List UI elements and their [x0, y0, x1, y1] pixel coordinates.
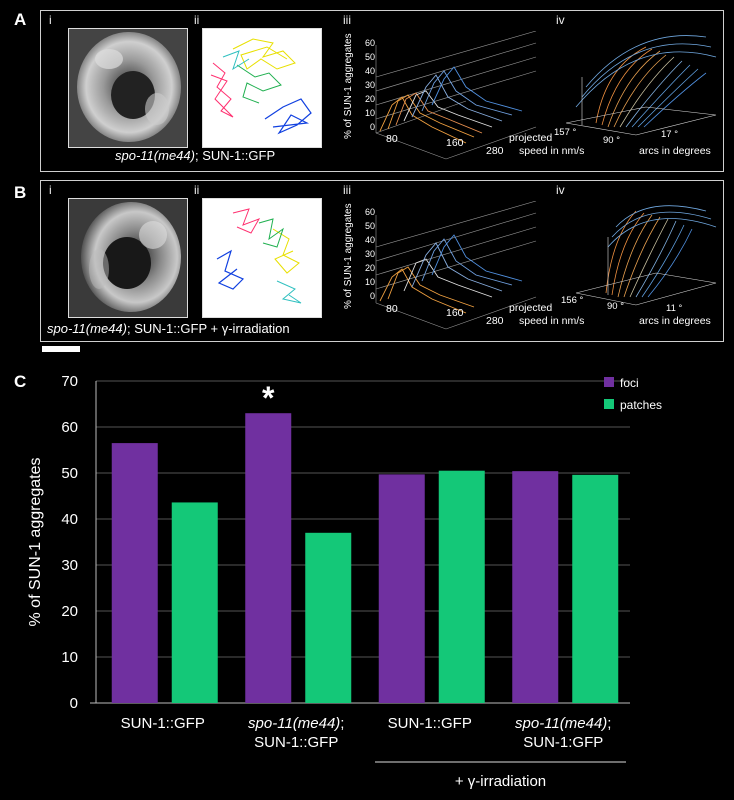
speed-xtick-b-160: 160 — [446, 307, 464, 319]
speed-ytick-b-30: 30 — [364, 249, 375, 259]
panel-letter-b: B — [14, 183, 27, 202]
scale-bar — [42, 346, 80, 352]
speed-ytick-b-20: 20 — [364, 263, 375, 273]
speed-ylabel-a: % of SUN-1 aggregates — [343, 33, 354, 139]
x-tick-label: spo-11(me44); — [515, 715, 611, 732]
y-tick-label: 40 — [61, 511, 78, 528]
speed-xlabel-b-1: projected — [509, 302, 553, 314]
speed-xlabel-b-2: speed in nm/s — [519, 315, 585, 327]
caption-a: spo-11(me44); SUN-1::GFP — [115, 148, 275, 163]
speed-xtick-a-280: 280 — [486, 145, 504, 157]
legend-swatch-foci — [604, 377, 614, 387]
caption-a-italic: spo-11(me44) — [115, 148, 195, 163]
y-tick-label: 70 — [61, 373, 78, 390]
micrograph-a — [68, 28, 188, 148]
speed-ytick-a-0: 0 — [369, 122, 375, 132]
bar-foci — [512, 471, 559, 703]
caption-b-italic: spo-11(me44) — [47, 321, 127, 336]
bar-foci — [378, 474, 425, 703]
arc-tick-b-11: 11 ° — [666, 303, 683, 314]
bar-patches — [438, 470, 485, 703]
bar-patches — [572, 474, 619, 703]
bar-foci — [111, 443, 158, 703]
panel-a-sub-ii: ii — [194, 13, 200, 27]
panel-b-sub-iii: iii — [343, 183, 351, 197]
y-axis-label: % of SUN-1 aggregates — [27, 458, 44, 627]
speed-xtick-a-160: 160 — [446, 137, 464, 149]
x-tick-label: spo-11(me44); — [248, 715, 344, 732]
y-tick-label: 60 — [61, 419, 78, 436]
bar-foci — [245, 413, 292, 703]
speed-ytick-a-30: 30 — [364, 80, 375, 90]
speed-3d-plot-a — [375, 31, 537, 160]
arc-3d-plot-a — [565, 35, 717, 136]
x-tick-label: SUN-1::GFP — [254, 734, 338, 751]
panel-letter-c: C — [14, 372, 27, 391]
speed-ytick-a-20: 20 — [364, 94, 375, 104]
arc-tick-a-17: 17 ° — [661, 129, 679, 140]
arc-tick-b-156: 156 ° — [561, 295, 584, 306]
speed-ytick-b-0: 0 — [369, 291, 375, 301]
bar-patches — [305, 532, 352, 703]
speed-ytick-b-60: 60 — [364, 207, 375, 217]
micrograph-b — [68, 198, 188, 318]
y-tick-label: 0 — [70, 695, 78, 712]
arc-tick-b-90: 90 ° — [607, 301, 625, 312]
caption-b: spo-11(me44); SUN-1::GFP + γ-irradiation — [47, 321, 290, 336]
panel-b-sub-iv: iv — [556, 183, 565, 197]
legend-label-foci: foci — [620, 376, 639, 390]
group-label: + γ-irradiation — [455, 773, 546, 790]
speed-xlabel-a-1: projected — [509, 132, 553, 144]
speed-ytick-b-50: 50 — [364, 221, 375, 231]
arc-tick-a-157: 157 ° — [554, 127, 577, 138]
panel-b-sub-ii: ii — [194, 183, 200, 197]
arc-xlabel-b: arcs in degrees — [639, 315, 711, 327]
speed-xtick-a-80: 80 — [386, 133, 398, 145]
panel-a-sub-iv: iv — [556, 13, 565, 27]
legend-swatch-patches — [604, 399, 614, 409]
legend-label-patches: patches — [620, 398, 662, 412]
x-tick-label: SUN-1::GFP — [121, 715, 205, 732]
speed-ytick-a-10: 10 — [364, 108, 375, 118]
arc-tick-a-90: 90 ° — [603, 135, 621, 146]
caption-a-rest: ; SUN-1::GFP — [194, 148, 276, 163]
bar-patches — [171, 502, 218, 703]
arc-xlabel-a: arcs in degrees — [639, 145, 711, 157]
speed-ytick-a-50: 50 — [364, 52, 375, 62]
speed-ytick-a-40: 40 — [364, 66, 375, 76]
arc-3d-plot-b — [575, 205, 717, 306]
panel-letter-a: A — [14, 10, 27, 29]
speed-ylabel-b: % of SUN-1 aggregates — [343, 203, 354, 309]
speed-ytick-b-10: 10 — [364, 277, 375, 287]
speed-xtick-b-280: 280 — [486, 315, 504, 327]
speed-xtick-b-80: 80 — [386, 303, 398, 315]
speed-ytick-b-40: 40 — [364, 235, 375, 245]
caption-b-rest: ; SUN-1::GFP + γ-irradiation — [126, 321, 290, 336]
panel-b-frame: i ii iii iv spo-11(me44); SUN-1::GFP + γ… — [40, 180, 724, 342]
y-tick-label: 20 — [61, 603, 78, 620]
speed-ytick-a-60: 60 — [364, 38, 375, 48]
speed-3d-plot-b — [375, 201, 537, 330]
y-tick-label: 50 — [61, 465, 78, 482]
panel-b-sub-i: i — [49, 183, 52, 197]
significance-asterisk: * — [262, 380, 275, 416]
trajectory-plot-b — [202, 198, 322, 318]
y-tick-label: 30 — [61, 557, 78, 574]
bar-chart: 0 10 20 30 40 50 60 70 % of SUN-1 aggregates SUN-… — [27, 373, 662, 790]
speed-xlabel-a-2: speed in nm/s — [519, 145, 585, 157]
x-tick-label: SUN-1::GFP — [388, 715, 472, 732]
panel-a-frame: i ii iii iv spo-11(me44); SUN-1::GFP — [40, 10, 724, 172]
panel-a-sub-iii: iii — [343, 13, 351, 27]
trajectory-plot-a — [202, 28, 322, 148]
x-tick-label: SUN-1:GFP — [523, 734, 603, 751]
y-tick-label: 10 — [61, 649, 78, 666]
panel-a-sub-i: i — [49, 13, 52, 27]
